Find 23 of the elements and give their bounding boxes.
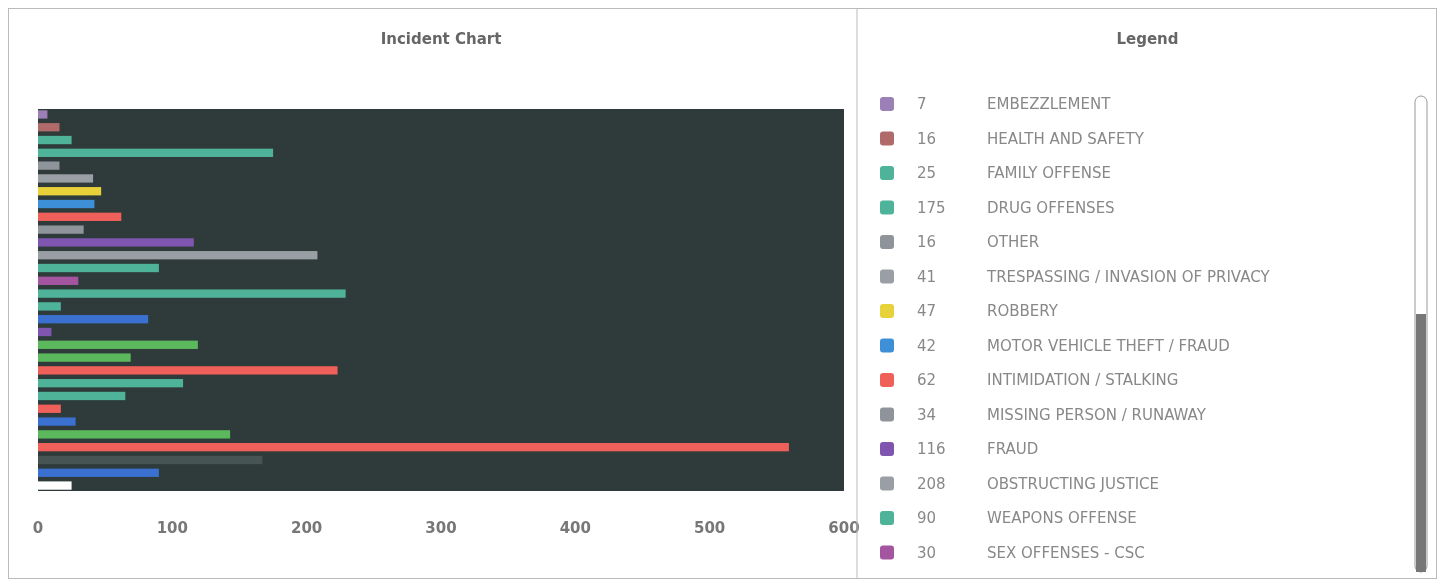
- text: 116 FRAUD: [917, 440, 1039, 458]
- x-tick-label: 600: [828, 519, 860, 537]
- text: 42 MOTOR VEHICLE THEFT / FRAUD: [917, 336, 1230, 355]
- text: 7 EMBEZZLEMENT: [917, 95, 1111, 113]
- text: 34 MISSING PERSON / RUNAWAY: [917, 405, 1206, 424]
- text: Legend: [1116, 30, 1179, 48]
- text: 25 FAMILY OFFENSE: [917, 164, 1111, 182]
- x-tick-label: 200: [291, 519, 323, 537]
- text: 16 HEALTH AND SAFETY: [917, 129, 1144, 148]
- x-tick-label: 400: [559, 519, 591, 537]
- x-tick-label: 500: [694, 519, 726, 537]
- text: 47 ROBBERY: [917, 302, 1058, 320]
- x-tick-label: 100: [156, 519, 188, 537]
- text: 208 OBSTRUCTING JUSTICE: [917, 474, 1160, 493]
- x-tick-label: 300: [425, 519, 457, 537]
- text: 175 DRUG OFFENSES: [917, 198, 1115, 217]
- text: 30 SEX OFFENSES - CSC: [917, 543, 1145, 562]
- x-tick-label: 0: [32, 519, 44, 537]
- text: 90 WEAPONS OFFENSE: [917, 509, 1137, 527]
- text: 41 TRESPASSING / INVASION OF PRIVACY: [917, 267, 1270, 286]
- text: 16 OTHER: [917, 233, 1040, 251]
- text: 62 INTIMIDATION / STALKING: [917, 371, 1179, 389]
- chart-title: Incident Chart: [380, 30, 502, 48]
